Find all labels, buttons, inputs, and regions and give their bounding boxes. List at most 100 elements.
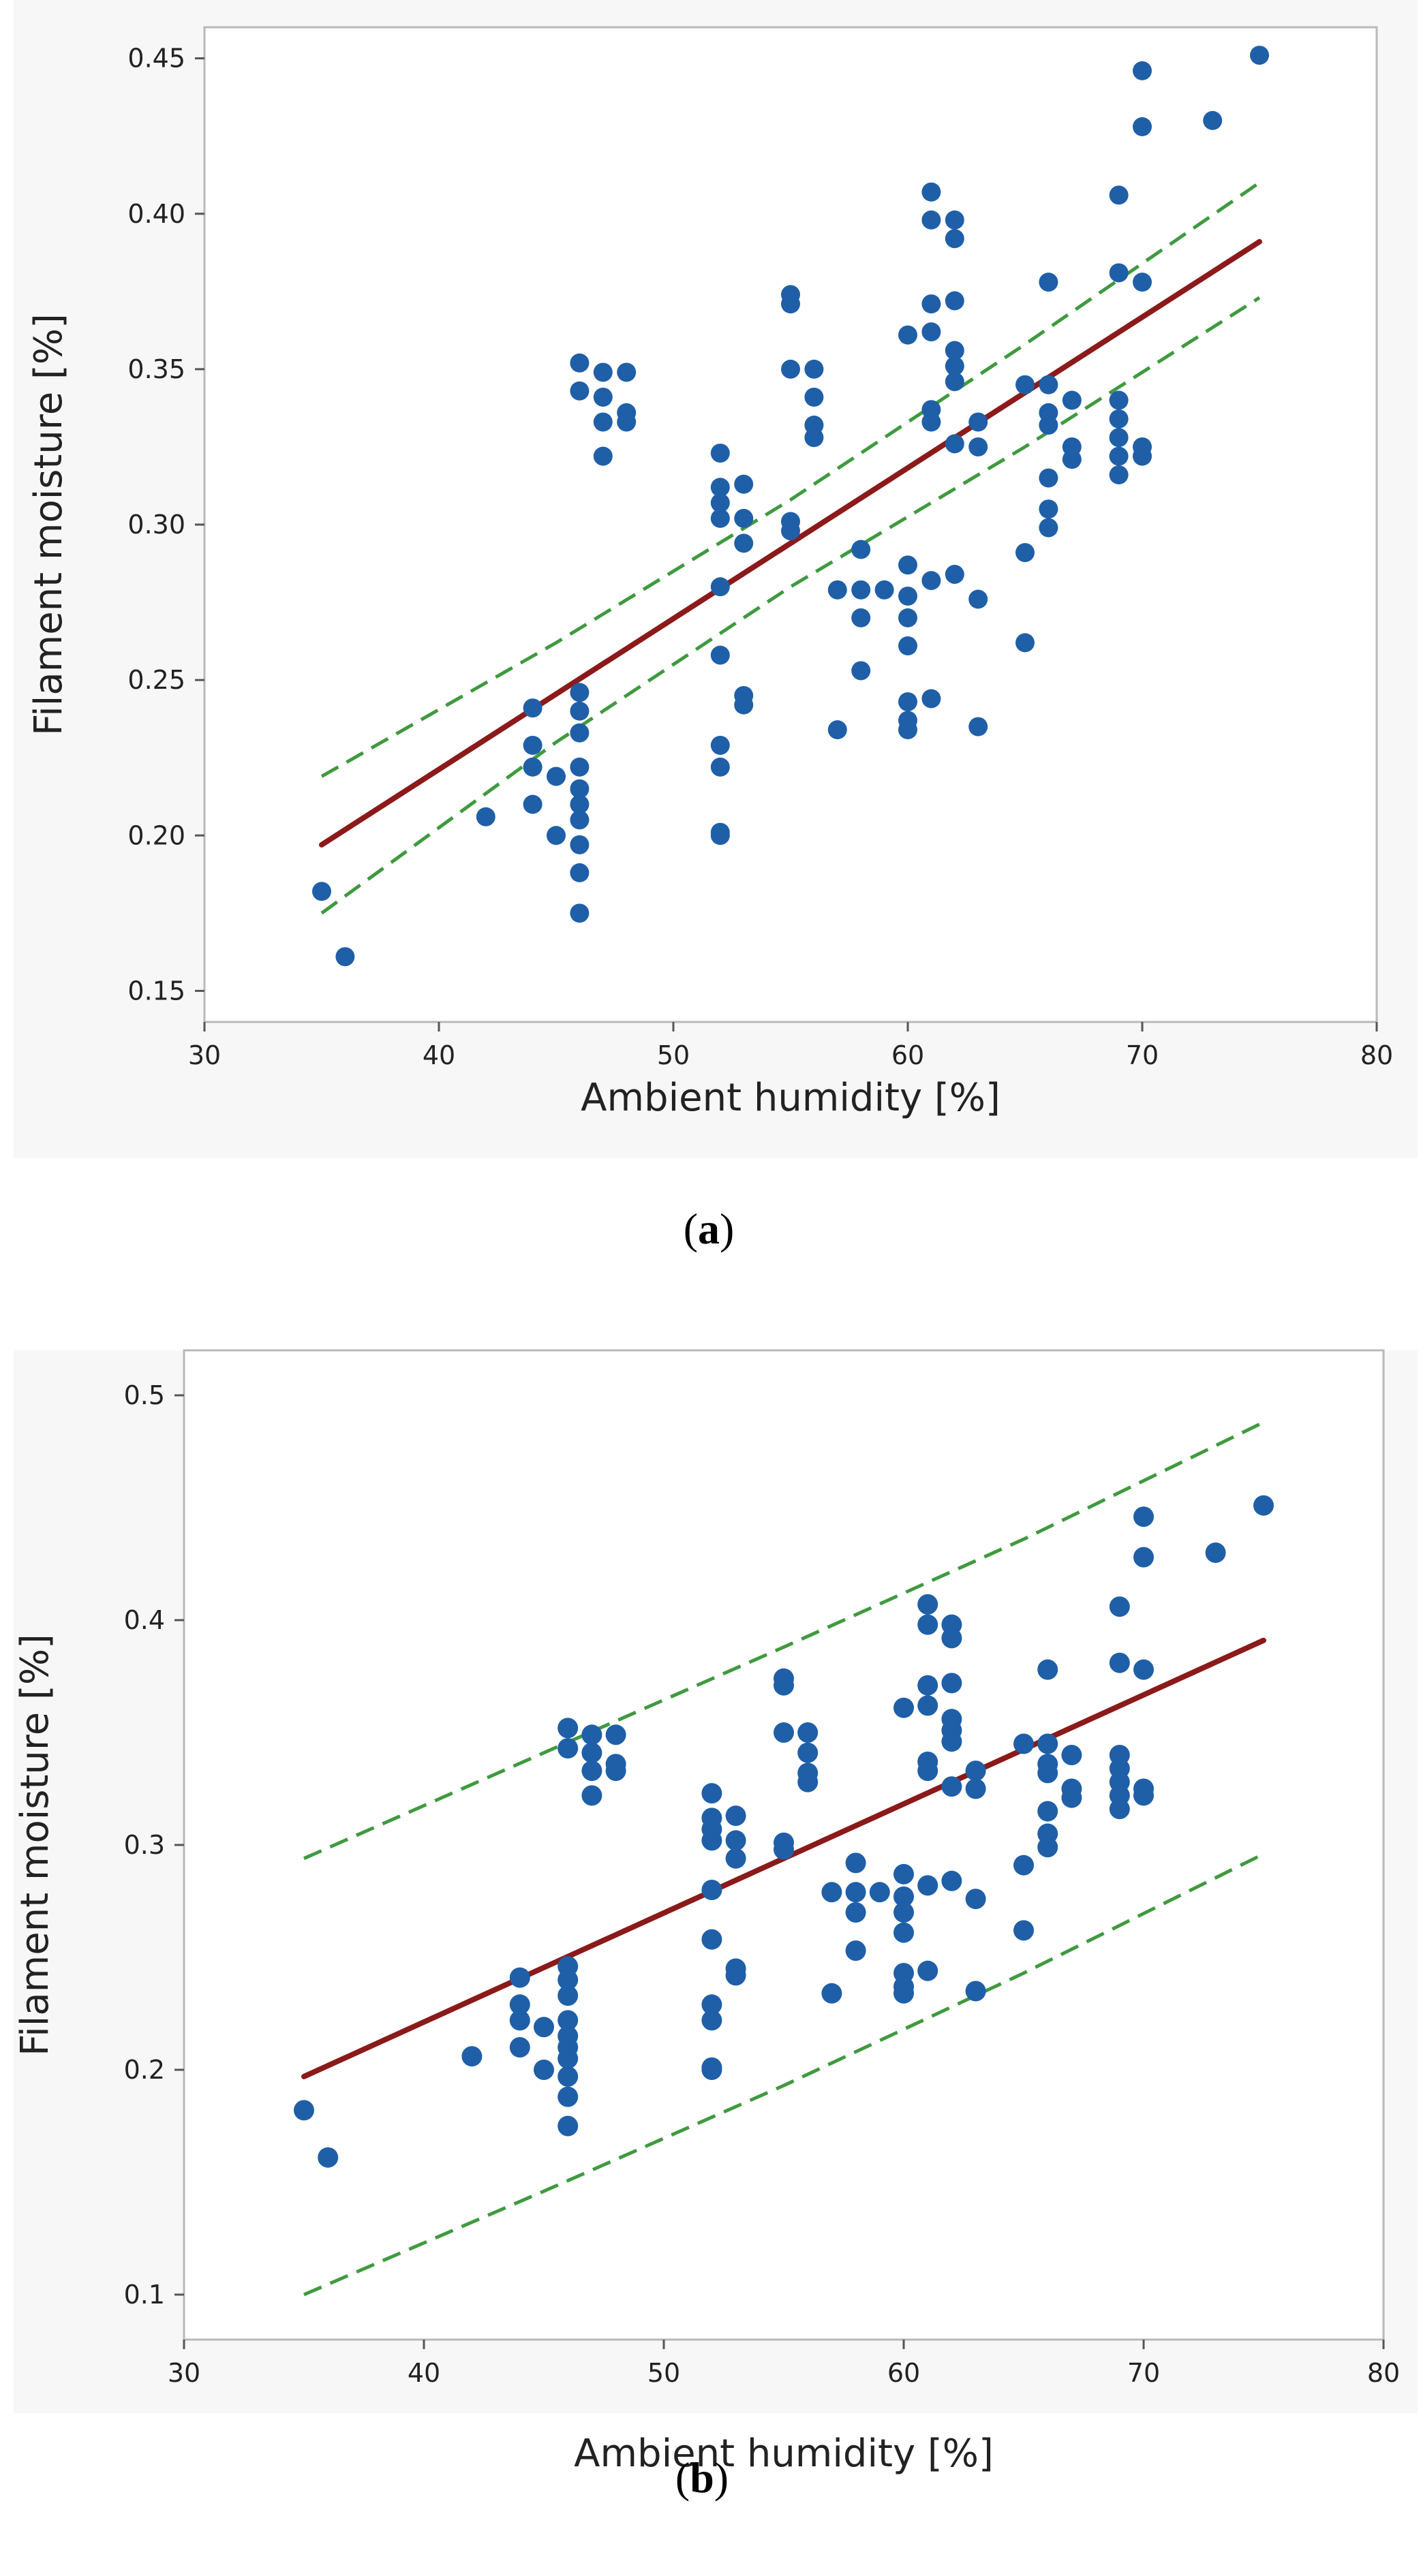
data-point bbox=[1013, 1855, 1034, 1876]
data-point bbox=[968, 589, 988, 609]
data-point bbox=[547, 766, 566, 786]
data-point bbox=[921, 294, 941, 314]
x-tick-label: 30 bbox=[188, 1040, 221, 1070]
data-point bbox=[570, 863, 590, 882]
data-point bbox=[547, 826, 566, 845]
data-point bbox=[570, 353, 590, 373]
data-point bbox=[570, 381, 590, 401]
y-tick-label: 0.4 bbox=[124, 1605, 165, 1635]
data-point bbox=[945, 210, 964, 230]
x-tick-label: 60 bbox=[891, 1040, 924, 1070]
data-point bbox=[893, 1983, 914, 2004]
data-point bbox=[921, 689, 941, 709]
x-tick-label: 70 bbox=[1127, 2358, 1160, 2388]
data-point bbox=[965, 1889, 986, 1910]
data-point bbox=[1109, 1596, 1130, 1617]
x-axis-label: Ambient humidity [%] bbox=[574, 2432, 994, 2476]
data-point bbox=[1037, 1837, 1058, 1858]
data-point bbox=[523, 698, 543, 718]
data-point bbox=[581, 1785, 602, 1806]
data-point bbox=[593, 362, 613, 382]
data-point bbox=[710, 577, 730, 597]
upper-band-line bbox=[303, 1421, 1265, 1861]
figure-panel-a: 30 40 50 60 70 80 0.15 0.20 0.25 0.30 0.35 0.40 0.45… bbox=[27, 26, 1394, 1253]
data-point bbox=[898, 586, 917, 606]
caption-panel-letter: b bbox=[690, 2453, 714, 2502]
data-point bbox=[968, 412, 988, 432]
data-point bbox=[1061, 1745, 1082, 1765]
data-point bbox=[570, 835, 590, 854]
data-point bbox=[617, 362, 637, 382]
data-point bbox=[1205, 1542, 1226, 1563]
data-point bbox=[921, 571, 941, 591]
data-point bbox=[893, 1886, 914, 1907]
data-point bbox=[605, 1760, 626, 1782]
data-point bbox=[710, 444, 730, 463]
data-point bbox=[774, 1675, 794, 1696]
data-point bbox=[965, 1981, 986, 2002]
data-point bbox=[1013, 1920, 1034, 1941]
data-point bbox=[523, 735, 543, 755]
data-point bbox=[1109, 446, 1129, 466]
y-tick-label: 0.2 bbox=[124, 2055, 165, 2085]
data-point bbox=[710, 735, 730, 755]
data-point bbox=[534, 2060, 554, 2080]
data-point bbox=[781, 359, 800, 379]
caption-close-paren: ) bbox=[720, 1205, 734, 1253]
data-point bbox=[1062, 390, 1082, 410]
data-point bbox=[893, 1863, 914, 1884]
data-point bbox=[557, 2066, 579, 2087]
data-point bbox=[701, 1994, 722, 2015]
y-tick-label: 0.15 bbox=[127, 976, 185, 1006]
data-point bbox=[968, 437, 988, 456]
data-point bbox=[1109, 409, 1129, 429]
data-point bbox=[1109, 428, 1129, 448]
data-point bbox=[617, 412, 637, 432]
data-point bbox=[845, 1940, 866, 1961]
data-point bbox=[701, 1783, 722, 1804]
lower-band-line bbox=[303, 1852, 1265, 2297]
data-point bbox=[965, 1778, 986, 1799]
data-point bbox=[1039, 273, 1058, 292]
data-point bbox=[898, 692, 917, 712]
data-point bbox=[893, 1902, 914, 1923]
data-point bbox=[725, 1965, 746, 1986]
data-point bbox=[335, 947, 355, 967]
data-point bbox=[1039, 518, 1058, 538]
data-point bbox=[1039, 468, 1058, 488]
data-point bbox=[701, 1929, 722, 1950]
data-point bbox=[921, 412, 941, 432]
data-point bbox=[941, 1628, 962, 1649]
y-tick-label: 0.25 bbox=[127, 665, 185, 695]
data-point bbox=[294, 2100, 314, 2121]
data-point bbox=[845, 1882, 866, 1903]
data-point bbox=[557, 1985, 579, 2006]
data-point bbox=[917, 1875, 938, 1896]
data-point bbox=[570, 779, 590, 798]
data-point bbox=[1062, 450, 1082, 469]
data-point bbox=[581, 1742, 602, 1763]
data-point bbox=[851, 540, 871, 559]
y-tick-label: 0.40 bbox=[127, 199, 185, 229]
data-point bbox=[710, 757, 730, 777]
data-point bbox=[312, 882, 331, 901]
data-point bbox=[523, 794, 543, 814]
data-point bbox=[476, 807, 495, 826]
upper-band-line bbox=[320, 181, 1261, 778]
data-point bbox=[1250, 46, 1269, 65]
data-point bbox=[797, 1771, 819, 1793]
data-point bbox=[804, 359, 824, 379]
data-point bbox=[570, 810, 590, 830]
data-point bbox=[557, 2010, 579, 2031]
data-point bbox=[1109, 185, 1129, 205]
data-point bbox=[593, 446, 613, 466]
data-point bbox=[710, 493, 730, 513]
data-point bbox=[701, 2060, 722, 2080]
data-point bbox=[570, 683, 590, 702]
data-point bbox=[725, 1848, 746, 1869]
x-tick-label: 80 bbox=[1367, 2358, 1400, 2388]
data-point bbox=[845, 1852, 866, 1874]
data-point bbox=[1133, 1785, 1154, 1806]
data-point bbox=[509, 1967, 530, 1988]
y-tick-label: 0.30 bbox=[127, 510, 185, 540]
